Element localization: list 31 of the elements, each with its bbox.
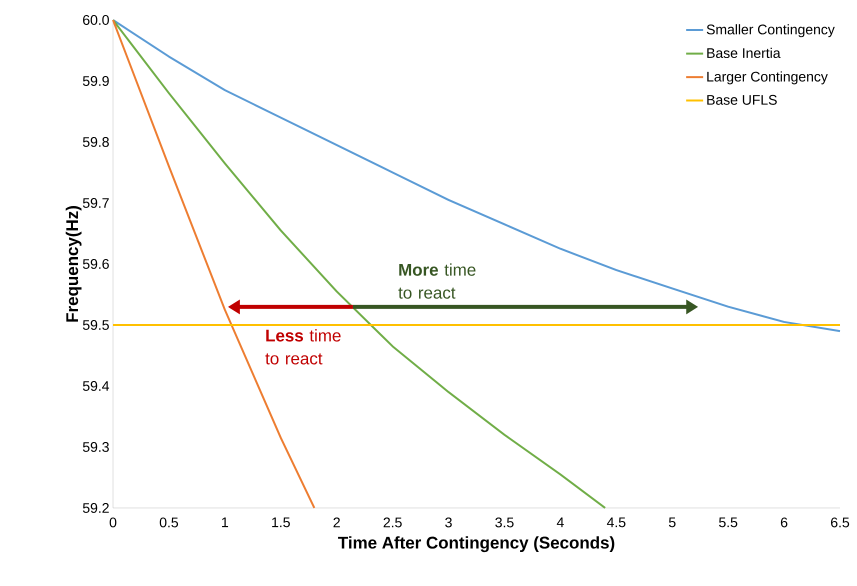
- y-tick-label: 59.2: [82, 503, 109, 513]
- annotation: Less time to react: [265, 329, 341, 364]
- x-tick-label: 3.5: [495, 517, 514, 528]
- x-tick-label: 0.5: [160, 517, 178, 528]
- x-tick-label: 2: [334, 517, 340, 528]
- x-tick-label: 3: [445, 517, 452, 528]
- annotation: More time to react: [398, 263, 476, 299]
- x-tick-label: 5: [668, 518, 676, 528]
- y-tick-label: 59.9: [82, 76, 109, 86]
- x-tick-label: 2.5: [384, 517, 402, 528]
- x-tick-label: 1: [222, 518, 228, 528]
- y-axis-title: Frequency(Hz): [66, 206, 82, 322]
- y-tick-label: 59.5: [82, 320, 109, 330]
- y-tick-label: 60.0: [83, 15, 109, 25]
- x-tick-label: 4.5: [606, 518, 626, 528]
- x-tick-label: 6: [780, 517, 788, 528]
- legend-label: Larger Contingency: [707, 71, 828, 84]
- x-tick-label: 0: [110, 517, 116, 528]
- y-tick-label: 59.4: [82, 381, 110, 391]
- legend-label: Base Inertia: [707, 48, 781, 58]
- x-tick-label: 4: [556, 518, 564, 528]
- legend-label: Smaller Contingency: [706, 24, 835, 38]
- x-tick-label: 6.5: [831, 517, 850, 528]
- x-axis-title: Time After Contingency (Seconds): [338, 536, 614, 552]
- x-tick-label: 5.5: [719, 518, 738, 528]
- y-tick-label: 59.8: [82, 137, 109, 147]
- y-tick-label: 59.7: [82, 198, 109, 208]
- y-tick-label: 59.3: [82, 442, 109, 452]
- y-tick-label: 59.6: [82, 259, 109, 269]
- legend-label: Base UFLS: [707, 94, 777, 105]
- x-tick-label: 1.5: [272, 518, 290, 528]
